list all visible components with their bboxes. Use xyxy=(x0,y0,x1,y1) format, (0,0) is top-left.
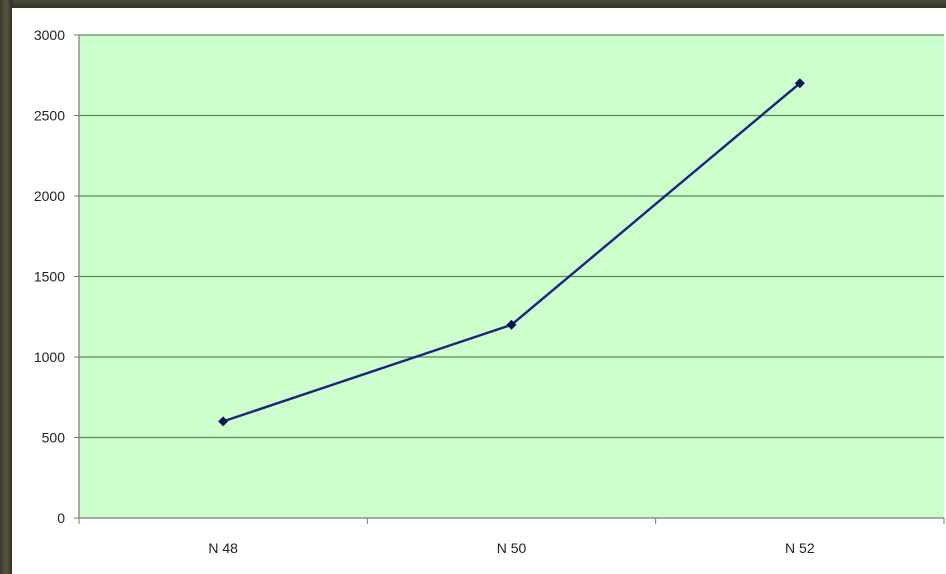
x-tick-label: N 52 xyxy=(785,540,815,556)
data-point-marker xyxy=(506,319,517,330)
data-point-marker xyxy=(218,416,229,427)
x-tick-label: N 48 xyxy=(208,540,238,556)
x-axis-ticks: N 48 N 50 N 52 xyxy=(78,518,945,556)
series-group xyxy=(218,78,805,427)
y-tick-label: 0 xyxy=(57,510,65,526)
x-tick-label: N 50 xyxy=(497,540,527,556)
y-tick-label: 1000 xyxy=(34,349,65,365)
gridlines xyxy=(79,34,944,439)
y-axis-ticks: 0 500 1000 1500 2000 2500 3000 xyxy=(34,27,79,526)
y-tick-label: 2500 xyxy=(34,108,65,124)
data-point-marker xyxy=(794,78,805,89)
y-tick-label: 2000 xyxy=(34,188,65,204)
y-tick-label: 3000 xyxy=(34,27,65,43)
y-tick-label: 1500 xyxy=(34,269,65,285)
y-tick-label: 500 xyxy=(42,430,66,446)
